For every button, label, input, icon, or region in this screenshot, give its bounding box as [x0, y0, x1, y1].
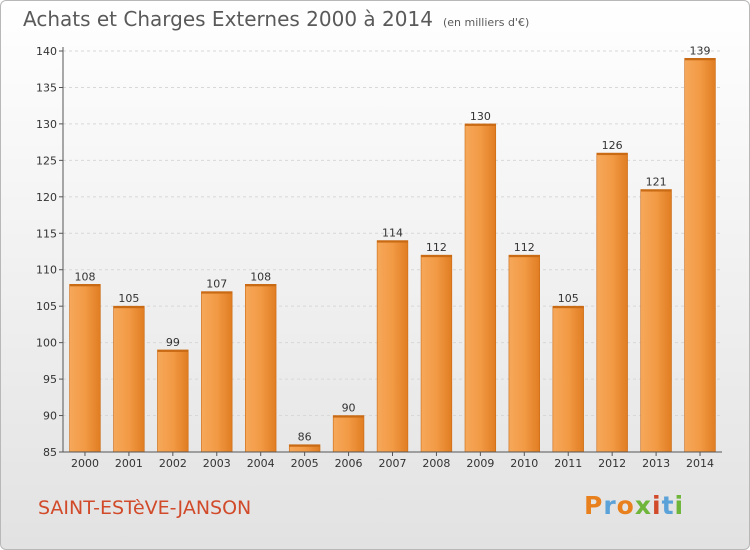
y-tick-label: 135 [36, 81, 57, 94]
bar-cap [113, 306, 145, 309]
y-tick-label: 120 [36, 191, 57, 204]
y-tick-label: 140 [36, 45, 57, 58]
data-label: 121 [646, 176, 667, 189]
y-tick-label: 125 [36, 154, 57, 167]
x-tick-label: 2001 [115, 457, 143, 470]
chart-subtitle: (en milliers d'€) [442, 16, 530, 29]
x-tick-label: 2005 [291, 457, 319, 470]
x-tick-label: 2012 [598, 457, 626, 470]
x-tick-label: 2014 [686, 457, 714, 470]
data-label: 108 [74, 270, 95, 283]
x-tick-label: 2013 [642, 457, 670, 470]
logo-letter: P [584, 491, 604, 520]
y-tick-label: 130 [36, 118, 57, 131]
bar [245, 284, 277, 453]
bar-cap [377, 240, 408, 243]
y-axis: 85 90 95 100 105 110 115 120 125 130 135 140 [36, 45, 64, 459]
bar [552, 305, 584, 453]
bar [113, 305, 145, 453]
data-label: 130 [470, 110, 491, 123]
x-tick-label: 2003 [203, 457, 231, 470]
logo-letter: x [634, 491, 652, 520]
x-tick-label: 2008 [422, 457, 450, 470]
bar-cap [684, 58, 716, 61]
data-label: 114 [382, 227, 403, 240]
data-label: 86 [298, 431, 312, 444]
bar-cap [421, 255, 452, 258]
title-text: Achats et Charges Externes 2000 à 2014 [23, 7, 433, 31]
bar [420, 254, 453, 453]
data-label: 107 [206, 278, 227, 291]
x-tick-label: 2007 [379, 457, 407, 470]
x-tick-label: 2000 [71, 457, 99, 470]
bar-cap [245, 284, 277, 287]
bar-cap [69, 284, 101, 287]
logo-letter: r [603, 491, 617, 520]
bar-cap [508, 255, 540, 258]
y-tick-label: 85 [43, 446, 57, 459]
y-tick-label: 110 [36, 264, 57, 277]
proxiti-logo: Proxiti [584, 491, 684, 520]
x-tick-label: 2004 [247, 457, 275, 470]
logo-letter: i [652, 491, 662, 520]
commune-name: SAINT-ESTèVE-JANSON [38, 497, 252, 519]
y-tick-label: 100 [36, 337, 57, 350]
x-tick-label: 2006 [335, 457, 363, 470]
chart-title: Achats et Charges Externes 2000 à 2014 (e… [23, 7, 529, 31]
bar-cap [552, 306, 584, 309]
x-tick-label: 2002 [159, 457, 187, 470]
x-axis: 2000 2001 2002 2003 2004 2005 2006 2007 2008 2009… [63, 451, 722, 470]
bar [157, 349, 189, 453]
logo-letter: o [616, 491, 635, 520]
bar [201, 291, 233, 453]
bar [332, 415, 365, 453]
x-tick-label: 2010 [510, 457, 538, 470]
bar-cap [201, 291, 233, 294]
bar [596, 152, 628, 453]
bar [69, 284, 101, 453]
logo-letter: i [674, 491, 685, 520]
bar-cap [596, 153, 628, 156]
data-label: 99 [166, 336, 180, 349]
y-tick-label: 95 [43, 373, 57, 386]
bar [684, 57, 716, 453]
data-label: 105 [118, 292, 139, 305]
x-tick-label: 2009 [466, 457, 494, 470]
y-tick-label: 115 [36, 227, 57, 240]
data-label: 126 [602, 139, 623, 152]
bar-cap [289, 444, 321, 447]
logo-letter: t [661, 491, 675, 520]
data-label: 139 [690, 44, 711, 57]
bar-cap [157, 349, 189, 352]
bar [508, 254, 540, 453]
y-tick-label: 90 [43, 410, 57, 423]
bar [464, 123, 497, 453]
data-label: 108 [250, 270, 271, 283]
data-label: 90 [342, 402, 356, 415]
y-tick-label: 105 [36, 300, 57, 313]
data-label: 112 [514, 241, 535, 254]
bar [376, 240, 409, 453]
bars: 108 105 99 107 108 86 90 114 112 130 112 105 126 121 1… [69, 44, 716, 453]
bar-cap [640, 189, 672, 192]
bar-cap [333, 415, 364, 418]
data-label: 105 [558, 292, 579, 305]
bar-cap [464, 123, 496, 126]
x-tick-label: 2011 [554, 457, 582, 470]
data-label: 112 [426, 241, 447, 254]
bar [640, 189, 672, 453]
